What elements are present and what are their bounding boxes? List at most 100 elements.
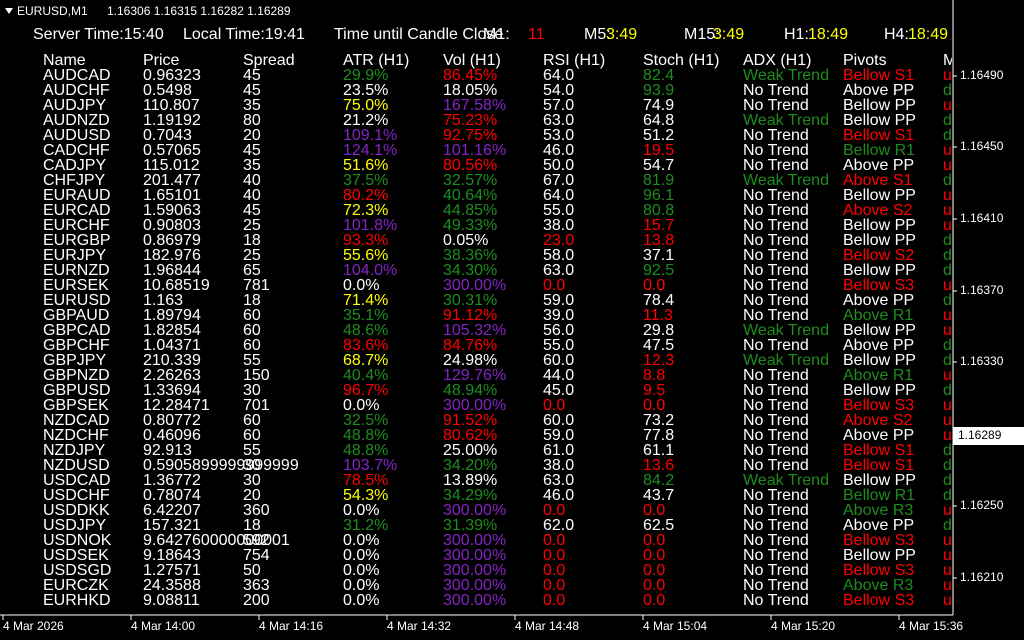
cell: 0.0 [543, 277, 565, 294]
cell: 300.00% [443, 397, 506, 414]
cell: d [943, 232, 952, 249]
cell: 0.0% [343, 277, 379, 294]
cell: 0.0% [343, 547, 379, 564]
cell: d [943, 352, 952, 369]
cell: Above S1 [843, 172, 912, 189]
cell: 781 [243, 277, 270, 294]
cell: 300.00% [443, 277, 506, 294]
cell: Above S2 [843, 412, 912, 429]
cell: 0.0% [343, 562, 379, 579]
cell: 0.0 [643, 577, 665, 594]
cell: 57.0 [543, 97, 574, 114]
price-label: 1.16250 [960, 498, 1004, 512]
menu-arrow[interactable] [5, 8, 13, 14]
price-label: 1.16370 [960, 283, 1004, 297]
cell: 9.642760000000001 [143, 532, 290, 549]
cell: Bellow S3 [843, 532, 914, 549]
cell: d [943, 487, 952, 504]
cell: 29.8 [643, 322, 674, 339]
cell: Above PP [843, 337, 914, 354]
timer-label: M1: [483, 26, 510, 43]
cell: EURJPY [43, 247, 106, 264]
cell: 49.33% [443, 217, 497, 234]
cell: 19.5 [643, 142, 674, 159]
cell: No Trend [743, 157, 809, 174]
timer-label: M5: [584, 26, 611, 43]
cell: NZDUSD [43, 457, 110, 474]
cell: 300.00% [443, 577, 506, 594]
cell: No Trend [743, 307, 809, 324]
cell: 10.68519 [143, 277, 210, 294]
cell: 73.2 [643, 412, 674, 429]
cell: 80.8 [643, 202, 674, 219]
cell: 51.6% [343, 157, 388, 174]
cell: u [943, 397, 952, 414]
cell: 38.36% [443, 247, 497, 264]
cell: EURGBP [43, 232, 111, 249]
cell: Above R1 [843, 367, 913, 384]
cell: 18 [243, 292, 261, 309]
cell: Bellow PP [843, 232, 916, 249]
cell: 300.00% [443, 547, 506, 564]
cell: No Trend [743, 592, 809, 609]
cell: u [943, 322, 952, 339]
cell: u [943, 547, 952, 564]
column-header: ATR (H1) [343, 52, 409, 69]
cell: No Trend [743, 487, 809, 504]
cell: NZDCHF [43, 427, 109, 444]
cell: 84.76% [443, 337, 497, 354]
cell: 8.8 [643, 367, 665, 384]
cell: 53.0 [543, 127, 574, 144]
cell: GBPSEK [43, 397, 109, 414]
cell: USDNOK [43, 532, 112, 549]
cell: Weak Trend [743, 352, 829, 369]
cell: 20 [243, 127, 261, 144]
cell: 31.39% [443, 517, 497, 534]
cell: Above S2 [843, 202, 912, 219]
cell: USDSEK [43, 547, 109, 564]
cell: 0.96323 [143, 67, 201, 84]
cell: 63.0 [543, 262, 574, 279]
cell: No Trend [743, 292, 809, 309]
cell: d [943, 457, 952, 474]
cell: 0.0 [643, 502, 665, 519]
cell: No Trend [743, 517, 809, 534]
cell: No Trend [743, 442, 809, 459]
cell: EURAUD [43, 187, 111, 204]
cell: No Trend [743, 577, 809, 594]
cell: 80.62% [443, 427, 497, 444]
cell: 30 [243, 457, 261, 474]
cell: 80.56% [443, 157, 497, 174]
cell: 62.5 [643, 517, 674, 534]
timer-label: M15: [684, 26, 720, 43]
server-time: Server Time:15:40 [33, 26, 164, 43]
cell: 60 [243, 337, 261, 354]
cell: 29.9% [343, 67, 388, 84]
cell: Weak Trend [743, 472, 829, 489]
quotes: 1.16306 1.16315 1.16282 1.16289 [107, 4, 291, 18]
cell: No Trend [743, 397, 809, 414]
cell: 300.00% [443, 502, 506, 519]
cell: 45.0 [543, 382, 574, 399]
cell: Bellow S3 [843, 277, 914, 294]
cell: No Trend [743, 247, 809, 264]
cell: 1.96844 [143, 262, 201, 279]
cell: Bellow PP [843, 112, 916, 129]
cell: 129.76% [443, 367, 506, 384]
cell: 92.913 [143, 442, 192, 459]
cell: 40.64% [443, 187, 497, 204]
cell: 51.2 [643, 127, 674, 144]
cell: AUDUSD [43, 127, 111, 144]
cell: Weak Trend [743, 322, 829, 339]
cell: 91.12% [443, 307, 497, 324]
cell: u [943, 67, 952, 84]
cell: 124.1% [343, 142, 397, 159]
cell: Bellow S2 [843, 247, 914, 264]
cell: 75.0% [343, 97, 388, 114]
cell: 210.339 [143, 352, 201, 369]
cell: 0.0 [543, 397, 565, 414]
cell: NZDJPY [43, 442, 106, 459]
cell: 60.0 [543, 412, 574, 429]
cell: EURSEK [43, 277, 109, 294]
